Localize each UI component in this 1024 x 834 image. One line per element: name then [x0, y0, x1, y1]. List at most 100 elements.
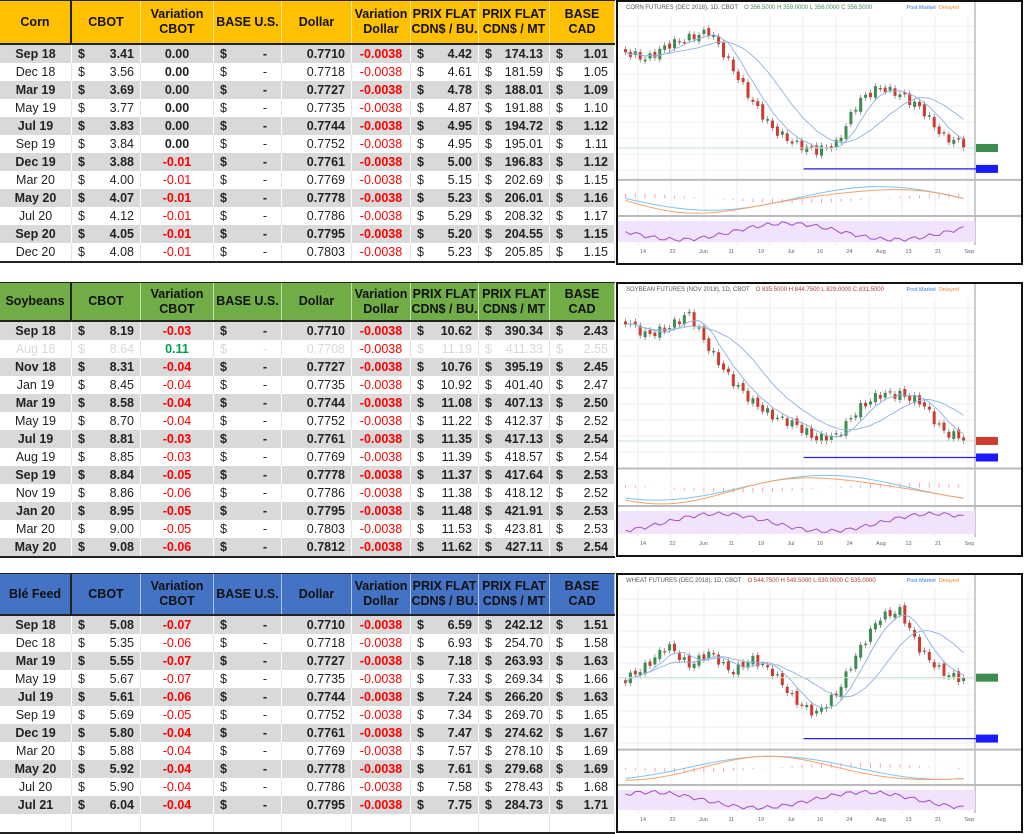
currency-symbol: $: [417, 414, 424, 428]
candle: [878, 87, 882, 90]
table-row: Nov 19 $8.86 -0.06 $ -0.7786 -0.0038 $11.38 $41…: [0, 484, 615, 502]
dollar-rate: 0.7752: [282, 706, 352, 724]
base-us: $ -: [214, 430, 282, 448]
column-header: CBOT: [72, 1, 141, 43]
column-header: BASE CAD: [550, 574, 615, 614]
currency-symbol: $: [78, 119, 85, 133]
price-chart-canvas[interactable]: [618, 2, 1021, 263]
candle: [937, 665, 941, 667]
soybeans-futures-chart[interactable]: SOYBEAN FUTURES (NOV 2018), 1D, CBOT O 83…: [616, 282, 1023, 557]
flat-price-bu: $10.92: [411, 376, 479, 394]
flat-price-mt: $417.64: [479, 466, 550, 484]
cell-value: 427.11: [505, 540, 543, 554]
contract-month: Dec 19: [0, 153, 72, 171]
variation-cbot: 0.00: [141, 117, 214, 135]
base-cad: $1.63: [550, 688, 615, 706]
flat-price-bu: $11.08: [411, 394, 479, 412]
cell-value: 4.05: [109, 227, 134, 241]
base-us: $ -: [214, 81, 282, 99]
candle: [785, 686, 789, 694]
candle: [731, 374, 735, 387]
currency-symbol: $: [220, 209, 227, 223]
column-header: BASE U.S.: [214, 283, 282, 320]
currency-symbol: $: [78, 744, 85, 758]
cell-value: 5.00: [447, 155, 472, 169]
currency-symbol: $: [220, 654, 227, 668]
base-us: $ -: [214, 322, 282, 340]
base-us: $ -: [214, 340, 282, 358]
cbot-price: $8.85: [72, 448, 141, 466]
dollar-rate: 0.7744: [282, 688, 352, 706]
wheat-table: Blé Feed CBOT Variation CBOT BASE U.S. Dolla…: [0, 573, 615, 834]
table-row: Mar 19 $5.55 -0.07 $ -0.7727 -0.0038 $7.18 $263…: [0, 652, 615, 670]
flat-price-mt: $390.34: [479, 322, 550, 340]
currency-symbol: $: [220, 119, 227, 133]
currency-symbol: $: [485, 744, 492, 758]
wheat-futures-chart[interactable]: WHEAT FUTURES (DEC 2018), 1D, CBOT O 544.…: [616, 573, 1023, 833]
variation-cbot: -0.04: [141, 358, 214, 376]
column-header: Variation CBOT: [141, 283, 214, 320]
chart-symbol[interactable]: SOYBEAN FUTURES (NOV 2018), 1D, CBOT: [626, 287, 750, 293]
candle: [761, 405, 765, 412]
candle: [643, 331, 647, 338]
column-header: PRIX FLAT CDN$ / BU.: [411, 283, 479, 320]
currency-symbol: $: [485, 432, 492, 446]
contract-month: May 19: [0, 99, 72, 117]
candle: [903, 92, 907, 95]
currency-symbol: $: [220, 101, 227, 115]
cell-value: 2.43: [583, 324, 608, 338]
table-row: Dec 18 $5.35 -0.06 $ -0.7718 -0.0038 $6.93 $254…: [0, 634, 615, 652]
cell-value: 1.15: [583, 245, 608, 259]
dollar-rate: 0.7761: [282, 724, 352, 742]
candle: [780, 673, 784, 686]
chart-symbol[interactable]: WHEAT FUTURES (DEC 2018), 1D, CBOT: [626, 578, 742, 584]
cbot-price: $3.77: [72, 99, 141, 117]
contract-month: Jul 20: [0, 207, 72, 225]
cell-value: -: [262, 540, 267, 554]
cell-value: 6.59: [447, 618, 472, 632]
candle: [888, 86, 892, 91]
cell-value: 8.85: [109, 450, 134, 464]
support-tag: [976, 164, 998, 173]
candle: [883, 611, 887, 620]
corn-futures-chart[interactable]: CORN FUTURES (DEC 2018), 1D, CBOT O 356.5…: [616, 0, 1023, 265]
candle: [820, 707, 823, 712]
candle: [962, 437, 966, 441]
currency-symbol: $: [485, 209, 492, 223]
chart-symbol[interactable]: CORN FUTURES (DEC 2018), 1D, CBOT: [626, 5, 739, 11]
base-cad: $1.05: [550, 63, 615, 81]
cell-value: 188.01: [504, 83, 543, 97]
column-header: PRIX FLAT CDN$ / MT: [479, 283, 550, 320]
wheat-panel: Blé Feed CBOT Variation CBOT BASE U.S. Dolla…: [0, 573, 1024, 834]
empty-cell: [282, 814, 352, 832]
dollar-rate: 0.7786: [282, 207, 352, 225]
cell-value: -: [262, 101, 267, 115]
contract-month: Jul 21: [0, 796, 72, 814]
cell-value: 2.52: [583, 486, 608, 500]
variation-dollar: -0.0038: [352, 171, 411, 189]
flat-price-mt: $274.62: [479, 724, 550, 742]
cell-value: 8.84: [109, 468, 134, 482]
table-row: Jul 20 $5.90 -0.04 $ -0.7786 -0.0038 $7.58 $278…: [0, 778, 615, 796]
rsi-line: [625, 511, 964, 533]
cell-value: -: [262, 486, 267, 500]
variation-dollar: -0.0038: [352, 652, 411, 670]
currency-symbol: $: [220, 504, 227, 518]
chart-title: CORN FUTURES (DEC 2018), 1D, CBOT O 356.5…: [626, 5, 872, 11]
currency-symbol: $: [556, 155, 563, 169]
cbot-price: $5.92: [72, 760, 141, 778]
base-cad: $1.15: [550, 243, 615, 261]
candle: [805, 705, 809, 708]
currency-symbol: $: [556, 324, 563, 338]
price-chart-canvas[interactable]: [618, 284, 1021, 555]
candle: [751, 655, 755, 665]
currency-symbol: $: [556, 672, 563, 686]
variation-dollar: -0.0038: [352, 796, 411, 814]
base-us: $ -: [214, 724, 282, 742]
candle: [898, 94, 902, 98]
base-us: $ -: [214, 448, 282, 466]
base-cad: $2.45: [550, 358, 615, 376]
flat-price-mt: $254.70: [479, 634, 550, 652]
candle: [653, 332, 657, 337]
price-chart-canvas[interactable]: [618, 575, 1021, 831]
